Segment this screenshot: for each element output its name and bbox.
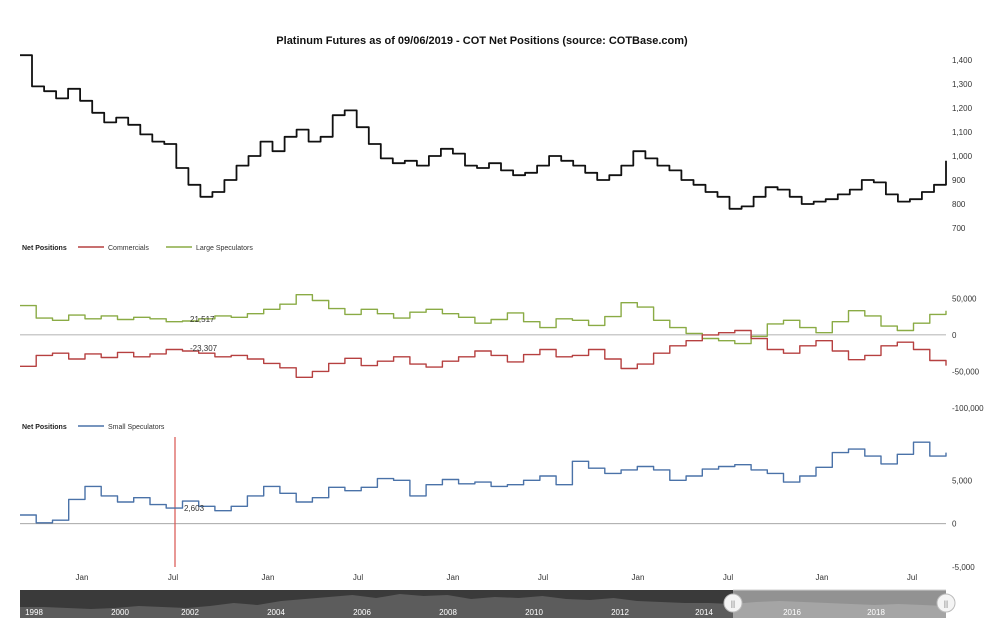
navigator-series-area [20,594,946,618]
y-tick-label: 1,100 [952,128,973,137]
y-tick-label: -5,000 [952,563,975,572]
series-layer [20,54,947,524]
navigator-handle-left[interactable] [723,593,743,613]
x-tick-label: Jan [262,573,275,582]
y-tick-label: 0 [952,331,957,340]
x-tick-label: Jan [816,573,829,582]
chart-title: Platinum Futures as of 09/06/2019 - COT … [276,35,688,47]
y-tick-label: 1,200 [952,104,973,113]
commercials-line [20,329,947,378]
legend-small-speculators: Small Speculators [108,424,165,431]
legend-title: Net Positions [22,424,67,431]
x-tick-label: Jul [168,573,178,582]
legend-commercials: Commercials [108,245,149,252]
x-tick-label: Jul [723,573,733,582]
large_speculators-line [20,294,947,345]
x-tick-label: Jan [76,573,89,582]
x-tick-label: Jul [907,573,917,582]
grid-layer [20,334,946,567]
y-tick-label: 1,000 [952,152,973,161]
y-tick-label: 0 [952,520,957,529]
value-label-large-speculators: 21,517 [190,315,215,324]
small_speculators-line [20,441,947,524]
y-tick-label: 700 [952,224,966,233]
navigator-year-label: 2012 [611,608,629,617]
legend-large-speculators: Large Speculators [196,245,253,252]
value-label-commercials: -23,307 [190,344,218,353]
navigator-handle-left-grip: || [731,600,735,609]
y-tick-label: 1,400 [952,56,973,65]
value-label-small-speculators: 2,603 [184,504,205,513]
y-tick-label: 900 [952,176,966,185]
navigator-year-label: 2014 [695,608,713,617]
price-line [20,54,947,210]
x-tick-label: Jul [538,573,548,582]
y-tick-label: 1,300 [952,80,973,89]
navigator-year-label: 1998 [25,608,43,617]
navigator-year-label: 2004 [267,608,285,617]
navigator-year-label: 2002 [181,608,199,617]
y-tick-label: -100,000 [952,404,984,413]
navigator-selected-range[interactable] [733,590,946,618]
y-tick-label: 800 [952,200,966,209]
x-tick-label: Jul [353,573,363,582]
navigator[interactable]: 1998 2000 2002 2004 2006 2008 2010 2012 2014 2016… [20,589,956,618]
y-tick-label: 5,000 [952,476,973,485]
navigator-year-label: 2006 [353,608,371,617]
x-tick-label: Jan [632,573,645,582]
legend-title: Net Positions [22,245,67,252]
x-tick-label: Jan [447,573,460,582]
label-layer: 700 800 900 1,000 1,100 1,200 1,300 1,400 50,000… [22,56,984,582]
navigator-year-label: 2000 [111,608,129,617]
navigator-year-label: 2008 [439,608,457,617]
y-tick-label: -50,000 [952,367,980,376]
navigator-handle-right[interactable] [936,593,956,613]
navigator-year-label: 2018 [867,608,885,617]
navigator-year-label: 2016 [783,608,801,617]
y-tick-label: 50,000 [952,294,977,303]
navigator-handle-right-grip: || [944,600,948,609]
navigator-year-label: 2010 [525,608,543,617]
